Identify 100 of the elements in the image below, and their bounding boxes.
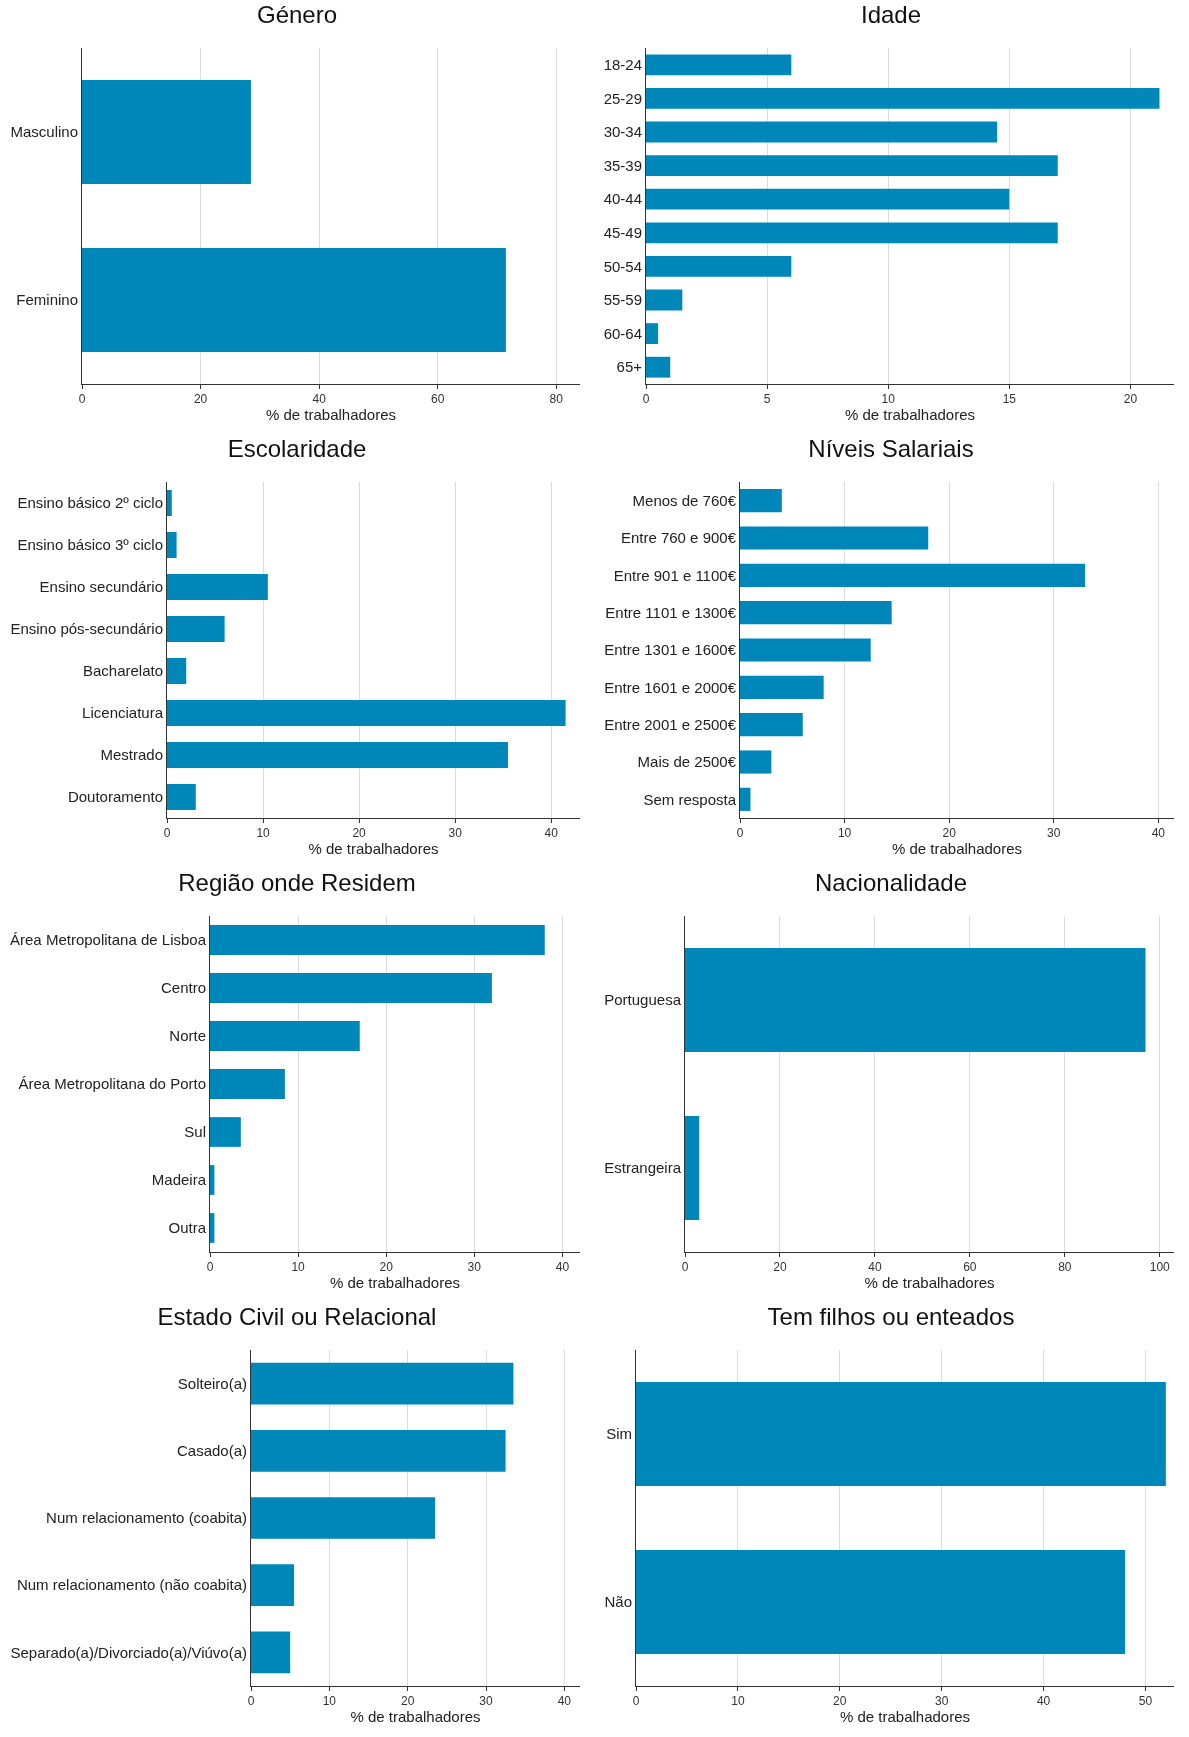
y-tick-label: Estrangeira: [604, 1159, 682, 1177]
y-tick-label: Casado(a): [176, 1442, 247, 1460]
x-axis-title: % de trabalhadores: [864, 1274, 995, 1292]
x-tick-label: 0: [681, 1260, 689, 1275]
bar: [167, 489, 172, 517]
x-tick-label: 10: [881, 392, 896, 407]
x-tick-label: 30: [448, 826, 463, 841]
y-tick-label: Bacharelato: [82, 662, 163, 680]
y-tick-label: Sem resposta: [643, 790, 737, 808]
x-tick-label: 30: [935, 1694, 949, 1709]
y-tick-label: Mais de 2500€: [637, 753, 737, 771]
bar: [210, 1117, 241, 1147]
x-tick-label: 40: [868, 1260, 882, 1275]
x-tick-label: 0: [247, 1694, 255, 1709]
x-tick-label: 60: [431, 392, 445, 407]
x-tick-label: 10: [256, 826, 271, 841]
x-axis-title: % de trabalhadores: [329, 1274, 461, 1292]
x-axis-title: % de trabalhadores: [350, 1708, 481, 1726]
x-tick-label: 20: [400, 1694, 415, 1709]
y-tick-label: Feminino: [16, 291, 78, 309]
x-tick-label: 40: [1036, 1694, 1051, 1709]
chart-title: Estado Civil ou Relacional: [157, 1303, 437, 1331]
bar: [646, 188, 1010, 210]
bar: [167, 699, 566, 727]
x-tick-label: 40: [312, 392, 327, 407]
bar: [210, 1165, 215, 1195]
x-tick-label: 80: [1058, 1260, 1072, 1275]
y-tick-label: 18-24: [603, 56, 642, 74]
bar: [210, 1021, 360, 1051]
y-tick-label: Doutoramento: [67, 788, 163, 806]
y-tick-label: Mestrado: [100, 746, 163, 764]
y-tick-label: Entre 760 e 900€: [620, 529, 737, 547]
y-tick-label: 50-54: [603, 257, 642, 275]
bar: [251, 1564, 295, 1607]
y-tick-label: Menos de 760€: [632, 491, 737, 509]
bar: [210, 925, 545, 955]
y-tick-label: Num relacionamento (coabita): [46, 1509, 247, 1527]
x-tick-label: 20: [773, 1260, 787, 1275]
x-tick-label: 30: [1047, 826, 1061, 841]
bar: [251, 1429, 506, 1472]
x-axis-title: % de trabalhadores: [839, 1708, 971, 1726]
chart-title: Género: [256, 1, 338, 29]
y-tick-label: 35-39: [603, 156, 642, 174]
bar: [210, 1069, 285, 1099]
x-tick-label: 5: [763, 392, 771, 407]
y-tick-label: Área Metropolitana de Lisboa: [10, 931, 207, 949]
y-tick-label: 65+: [616, 358, 643, 376]
bar: [251, 1631, 291, 1674]
x-tick-label: 20: [833, 1694, 847, 1709]
x-tick-label: 15: [1002, 392, 1017, 407]
bar: [210, 973, 492, 1003]
x-tick-label: 0: [206, 1260, 214, 1275]
y-tick-label: 25-29: [603, 89, 642, 107]
x-tick-label: 0: [163, 826, 171, 841]
x-tick-label: 20: [942, 826, 957, 841]
bar: [646, 155, 1058, 177]
bar: [646, 255, 792, 277]
x-tick-label: 100: [1149, 1260, 1171, 1275]
y-tick-label: Separado(a)/Divorciado(a)/Viúvo(a): [10, 1643, 247, 1661]
y-tick-label: 55-59: [603, 291, 642, 309]
x-tick-label: 20: [352, 826, 367, 841]
x-tick-label: 0: [78, 392, 86, 407]
bar: [210, 1213, 215, 1243]
bar: [167, 741, 508, 769]
bar: [740, 526, 929, 550]
y-tick-label: Outra: [168, 1219, 207, 1237]
x-tick-label: 40: [1151, 826, 1166, 841]
y-tick-label: Norte: [169, 1027, 206, 1045]
chart-title: Região onde Residem: [178, 869, 416, 897]
x-tick-label: 0: [642, 392, 650, 407]
bar: [646, 289, 683, 311]
chart-title: Tem filhos ou enteados: [767, 1303, 1015, 1331]
x-tick-label: 30: [479, 1694, 493, 1709]
chart-title: Nacionalidade: [814, 869, 968, 897]
x-tick-label: 50: [1138, 1694, 1153, 1709]
bar: [646, 323, 659, 345]
bar: [251, 1362, 514, 1405]
y-tick-label: Ensino pós-secundário: [10, 620, 163, 638]
y-tick-label: Área Metropolitana do Porto: [18, 1075, 206, 1093]
y-tick-label: 40-44: [603, 190, 642, 208]
bar: [167, 783, 196, 811]
bar: [167, 615, 225, 643]
bar: [740, 787, 751, 811]
x-tick-label: 0: [736, 826, 744, 841]
bar: [167, 657, 187, 685]
x-axis-title: % de trabalhadores: [308, 840, 439, 858]
y-tick-label: Entre 2001 e 2500€: [604, 715, 737, 733]
y-tick-label: Sul: [184, 1123, 206, 1141]
x-tick-label: 10: [322, 1694, 337, 1709]
bar: [646, 121, 998, 143]
y-tick-label: 45-49: [603, 224, 642, 242]
y-tick-label: 30-34: [603, 123, 642, 141]
bar: [646, 356, 671, 378]
x-tick-label: 10: [731, 1694, 745, 1709]
bar: [251, 1497, 436, 1539]
x-tick-label: 40: [555, 1260, 570, 1275]
bar: [740, 489, 782, 513]
x-tick-label: 20: [193, 392, 208, 407]
y-tick-label: Masculino: [10, 123, 78, 141]
chart-title: Níveis Salariais: [808, 435, 974, 463]
